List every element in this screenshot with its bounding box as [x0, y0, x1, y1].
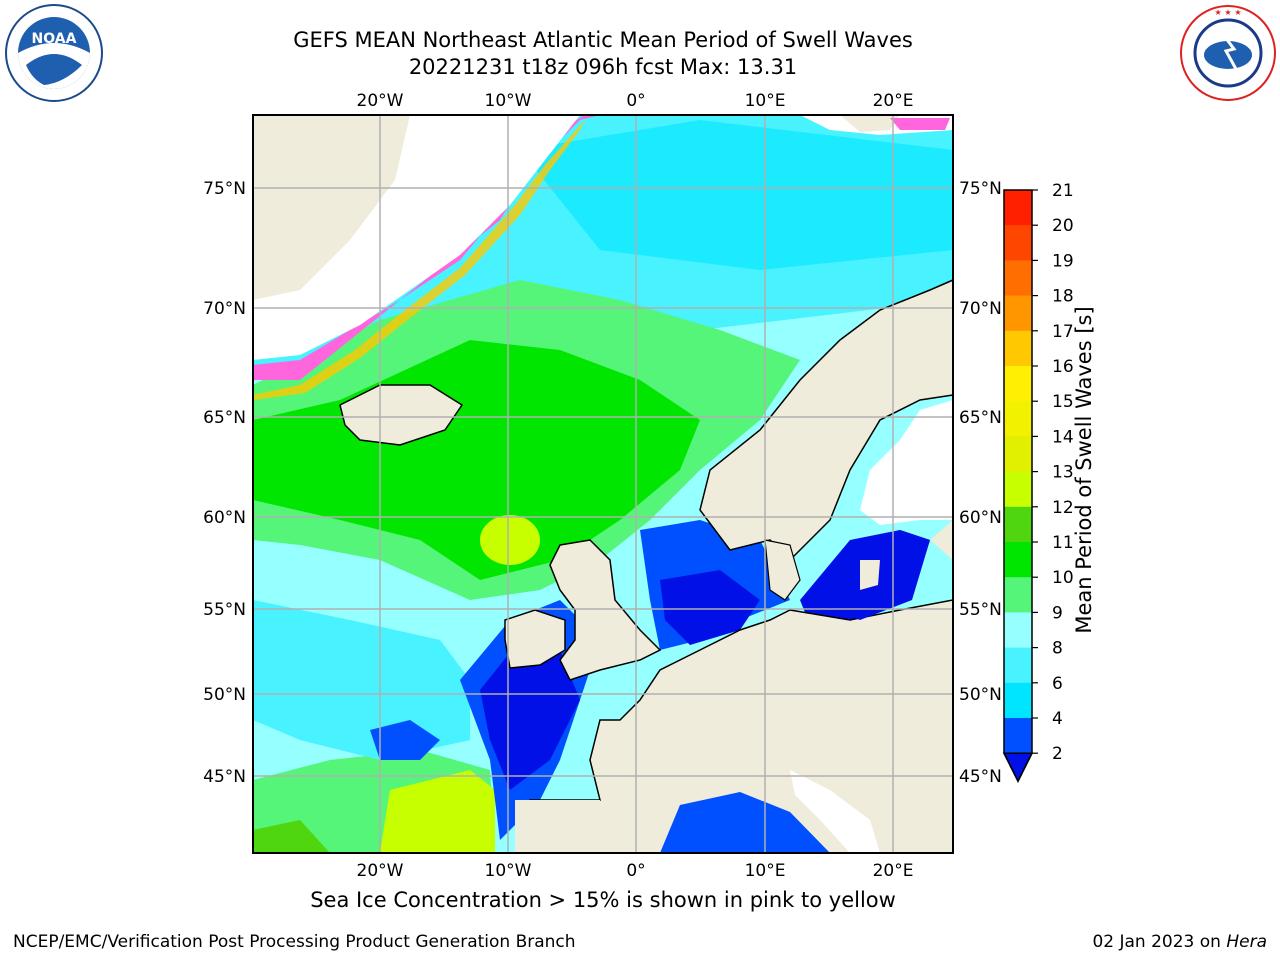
footer-host: Hera — [1226, 932, 1267, 952]
lon-tick-bottom: 20°W — [357, 861, 404, 881]
colorbar-segment — [1004, 612, 1032, 648]
lon-tick-bottom: 10°W — [485, 861, 532, 881]
lat-tick-left: 60°N — [203, 508, 246, 528]
lat-tick-right: 50°N — [959, 685, 1002, 705]
lon-tick-top: 0° — [626, 91, 645, 111]
colorbar-tick-label: 9 — [1052, 603, 1063, 623]
colorbar-under-triangle — [1004, 753, 1032, 781]
colorbar-segment — [1004, 577, 1032, 613]
lon-tick-top: 10°W — [485, 91, 532, 111]
colorbar-tick-label: 8 — [1052, 639, 1063, 659]
lon-tick-top: 20°E — [873, 91, 914, 111]
colorbar-segment — [1004, 542, 1032, 578]
colorbar-label: Mean Period of Swell Waves [s] — [1072, 306, 1096, 633]
footer-org: NCEP/EMC/Verification Post Processing Pr… — [13, 932, 576, 952]
colorbar-segment — [1004, 331, 1032, 367]
colorbar-segment — [1004, 401, 1032, 437]
colorbar-tick-label: 11 — [1052, 533, 1074, 553]
colorbar-tick-label: 15 — [1052, 392, 1074, 412]
colorbar-segment — [1004, 648, 1032, 684]
map-field — [253, 115, 953, 853]
colorbar-segment — [1004, 718, 1032, 754]
colorbar-tick-label: 6 — [1052, 674, 1063, 694]
colorbar-tick-label: 13 — [1052, 463, 1074, 483]
lat-tick-right: 45°N — [959, 767, 1002, 787]
colorbar-segment — [1004, 472, 1032, 508]
lon-tick-bottom: 10°E — [745, 861, 786, 881]
colorbar-tick-label: 14 — [1052, 427, 1074, 447]
lon-tick-top: 10°E — [745, 91, 786, 111]
lat-tick-left: 50°N — [203, 685, 246, 705]
lon-tick-bottom: 0° — [626, 861, 645, 881]
colorbar-tick-label: 12 — [1052, 498, 1074, 518]
colorbar-tick-label: 2 — [1052, 744, 1063, 764]
sea-ice-note: Sea Ice Concentration > 15% is shown in … — [253, 888, 953, 912]
colorbar-segment — [1004, 366, 1032, 402]
lon-tick-bottom: 20°E — [873, 861, 914, 881]
colorbar-segment — [1004, 190, 1032, 226]
colorbar-tick-label: 17 — [1052, 322, 1074, 342]
lat-tick-right: 60°N — [959, 508, 1002, 528]
colorbar-tick-label: 16 — [1052, 357, 1074, 377]
lat-tick-left: 70°N — [203, 299, 246, 319]
lat-tick-left: 65°N — [203, 408, 246, 428]
lat-tick-right: 70°N — [959, 299, 1002, 319]
colorbar-segment — [1004, 225, 1032, 261]
colorbar-tick-label: 10 — [1052, 568, 1074, 588]
colorbar-tick-label: 19 — [1052, 251, 1074, 271]
footer-date-text: 02 Jan 2023 on — [1092, 932, 1226, 952]
colorbar-tick-label: 18 — [1052, 287, 1074, 307]
colorbar-segment — [1004, 507, 1032, 543]
colorbar-segment — [1004, 683, 1032, 719]
colorbar-tick-label: 20 — [1052, 216, 1074, 236]
colorbar-segment — [1004, 436, 1032, 472]
lat-tick-left: 75°N — [203, 179, 246, 199]
colorbar: 21 20 19 18 17 16 15 14 13 12 11 10 9 8 6 4 2 — [1004, 181, 1074, 781]
colorbar-tick-label: 4 — [1052, 709, 1063, 729]
lon-tick-top: 20°W — [357, 91, 404, 111]
colorbar-segment — [1004, 260, 1032, 296]
footer-date: 02 Jan 2023 on Hera — [1092, 932, 1267, 952]
lat-tick-right: 55°N — [959, 600, 1002, 620]
lat-tick-left: 45°N — [203, 767, 246, 787]
lat-tick-right: 75°N — [959, 179, 1002, 199]
lat-tick-left: 55°N — [203, 600, 246, 620]
lat-tick-right: 65°N — [959, 408, 1002, 428]
colorbar-tick-label: 21 — [1052, 181, 1074, 201]
colorbar-segment — [1004, 296, 1032, 332]
